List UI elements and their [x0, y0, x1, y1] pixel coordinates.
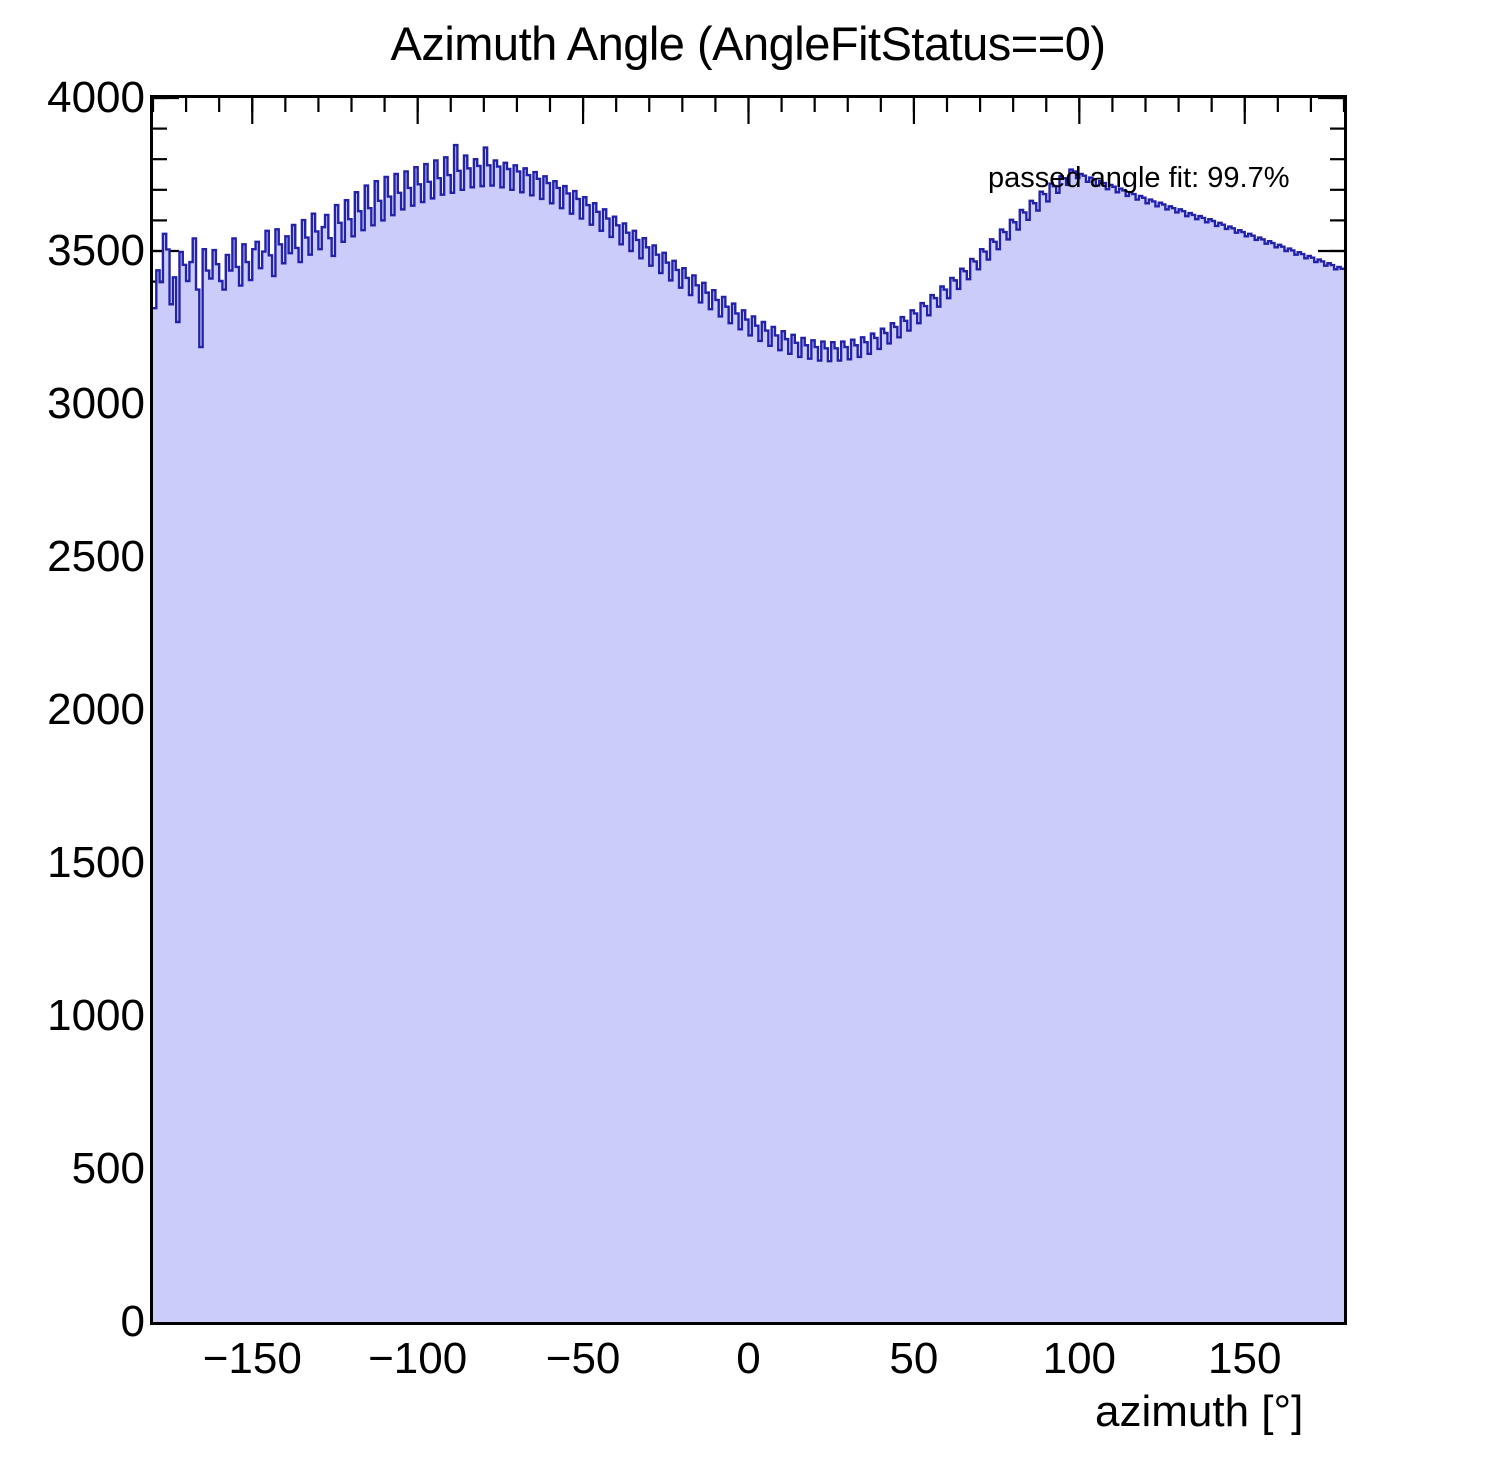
chart-title: Azimuth Angle (AngleFitStatus==0): [390, 17, 1106, 70]
x-axis-title: azimuth [°]: [1095, 1387, 1304, 1436]
x-tick-label: 0: [736, 1334, 761, 1383]
y-tick-label: 1500: [47, 838, 145, 887]
y-tick-label: 1000: [47, 991, 145, 1040]
histogram-fill: [153, 145, 1344, 1322]
pass-rate-annotation: passed angle fit: 99.7%: [988, 162, 1290, 194]
y-tick-label: 500: [71, 1144, 145, 1193]
x-tick-label: 150: [1208, 1334, 1282, 1383]
y-axis-tick-labels: 0 500 1000 1500 2000 2500 3000 3500 4000: [0, 0, 145, 1472]
y-tick-label: 2000: [47, 685, 145, 734]
histogram-outline: [153, 143, 1344, 363]
x-tick-label: 50: [889, 1334, 939, 1383]
x-tick-label: −50: [545, 1334, 621, 1383]
histogram-plot: [153, 98, 1344, 1322]
y-tick-label: 2500: [47, 532, 145, 581]
x-tick-label: −150: [202, 1334, 302, 1383]
y-tick-label: 3500: [47, 226, 145, 275]
y-tick-label: 3000: [47, 379, 145, 428]
x-tick-label: −100: [368, 1334, 468, 1383]
y-tick-label: 4000: [47, 73, 145, 122]
x-tick-label: 100: [1042, 1334, 1117, 1383]
y-tick-label: 0: [120, 1297, 145, 1346]
plot-frame: passed angle fit: 99.7%: [150, 95, 1347, 1325]
